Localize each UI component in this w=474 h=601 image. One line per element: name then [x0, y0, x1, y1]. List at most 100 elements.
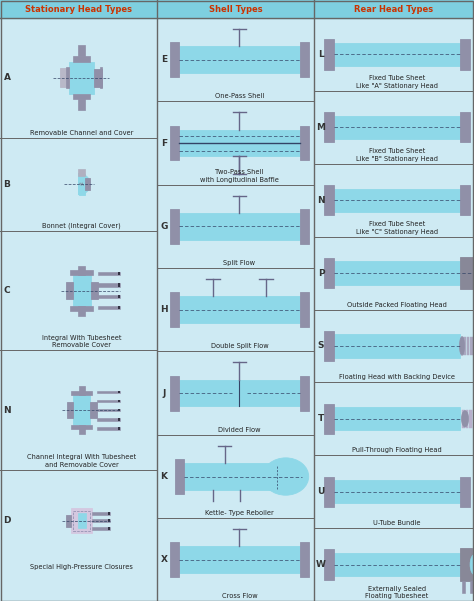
Bar	[300, 293, 309, 327]
Bar	[473, 410, 474, 428]
Bar	[460, 39, 470, 70]
Bar	[334, 553, 460, 576]
Text: Pull-Through Floating Head: Pull-Through Floating Head	[352, 447, 442, 453]
Text: F: F	[161, 139, 167, 148]
Text: Floating Head with Backing Device: Floating Head with Backing Device	[339, 374, 455, 380]
Text: Removable Channel and Cover: Removable Channel and Cover	[30, 129, 133, 135]
Bar	[170, 126, 179, 160]
Bar	[97, 400, 120, 403]
Bar	[60, 69, 69, 87]
Bar	[69, 62, 94, 94]
Bar	[465, 410, 468, 428]
Text: Bonnet (Integral Cover): Bonnet (Integral Cover)	[42, 222, 121, 229]
Bar	[175, 459, 184, 494]
Bar	[460, 185, 470, 215]
Bar	[108, 519, 110, 522]
Bar	[70, 307, 93, 311]
Bar	[314, 0, 474, 18]
Text: J: J	[162, 389, 166, 398]
Bar	[108, 512, 110, 514]
Bar	[70, 270, 93, 275]
Bar	[71, 425, 92, 430]
Bar	[334, 261, 460, 285]
Bar	[98, 272, 120, 275]
Text: Stationary Head Types: Stationary Head Types	[25, 4, 132, 13]
Bar	[179, 296, 300, 323]
Text: N: N	[317, 196, 325, 205]
Bar	[79, 307, 85, 316]
Bar	[66, 67, 69, 88]
Bar	[170, 293, 179, 327]
Bar	[462, 581, 465, 593]
Ellipse shape	[459, 337, 465, 355]
Bar	[334, 480, 460, 504]
Bar	[324, 258, 334, 288]
Text: H: H	[160, 305, 168, 314]
Text: N: N	[3, 406, 11, 415]
Bar	[84, 178, 91, 190]
Bar	[324, 185, 334, 215]
Bar	[179, 546, 300, 573]
Bar	[92, 512, 110, 514]
Bar	[92, 519, 110, 522]
Text: P: P	[318, 269, 324, 278]
Bar	[170, 542, 179, 577]
Text: One-Pass Shell: One-Pass Shell	[215, 93, 264, 99]
Bar	[324, 404, 334, 434]
Bar	[73, 94, 91, 99]
Bar	[170, 376, 179, 410]
Bar	[0, 0, 157, 18]
Bar	[79, 386, 85, 395]
Bar	[98, 294, 120, 297]
Bar	[469, 410, 472, 428]
Bar	[73, 511, 90, 531]
Bar	[460, 257, 474, 290]
Bar	[334, 43, 460, 66]
Bar	[470, 581, 473, 593]
Text: Channel Integral With Tubesheet
and Removable Cover: Channel Integral With Tubesheet and Remo…	[27, 454, 136, 468]
Bar	[71, 508, 92, 534]
Bar	[78, 513, 85, 528]
Bar	[97, 427, 120, 430]
Text: E: E	[161, 55, 167, 64]
Text: Rear Head Types: Rear Head Types	[355, 4, 434, 13]
Text: Special High-Pressure Closures: Special High-Pressure Closures	[30, 564, 133, 570]
Bar	[94, 69, 102, 87]
Bar	[334, 334, 460, 358]
Bar	[97, 418, 120, 421]
Bar	[314, 18, 474, 601]
Bar	[460, 112, 470, 142]
Text: S: S	[318, 341, 324, 350]
Bar	[300, 542, 309, 577]
Bar	[118, 400, 120, 403]
Text: Shell Types: Shell Types	[209, 4, 262, 13]
Bar	[460, 548, 472, 581]
Bar	[118, 272, 120, 275]
Bar	[79, 425, 85, 434]
Bar	[179, 46, 300, 73]
Bar	[79, 174, 84, 195]
Bar	[334, 407, 460, 430]
Bar	[463, 337, 465, 355]
Text: A: A	[3, 73, 10, 82]
Text: C: C	[4, 286, 10, 295]
Bar	[334, 115, 460, 139]
Bar	[108, 527, 110, 530]
Bar	[97, 409, 120, 412]
Text: Integral With Tubesheet
Removable Cover: Integral With Tubesheet Removable Cover	[42, 335, 121, 349]
Bar	[324, 477, 334, 507]
Text: T: T	[318, 414, 324, 423]
Bar	[466, 337, 469, 355]
Bar	[179, 213, 300, 240]
Bar	[100, 67, 102, 88]
Ellipse shape	[462, 410, 469, 427]
Bar	[300, 42, 309, 77]
Bar	[79, 99, 85, 111]
Bar	[79, 266, 85, 275]
Bar	[157, 18, 314, 601]
Text: Fixed Tube Sheet
Like "C" Stationary Head: Fixed Tube Sheet Like "C" Stationary Hea…	[356, 221, 438, 234]
Bar	[91, 282, 98, 299]
Text: Double Split Flow: Double Split Flow	[210, 344, 268, 349]
Text: M: M	[317, 123, 326, 132]
Bar	[324, 39, 334, 70]
